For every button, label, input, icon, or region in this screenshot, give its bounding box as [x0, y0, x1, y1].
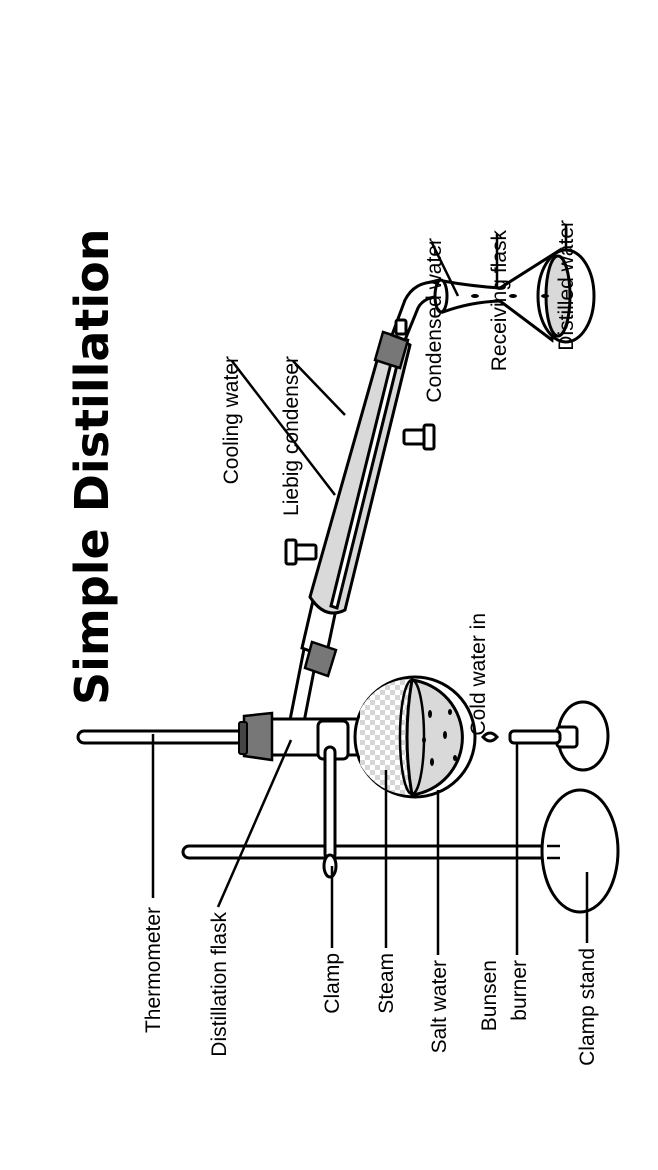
receiving-flask: [433, 247, 596, 344]
labels: Thermometer Distillation flask Clamp Ste…: [142, 220, 599, 1066]
label-clamp-stand: Clamp stand: [576, 948, 599, 1066]
label-receiving-flask: Receiving flask: [488, 230, 511, 372]
bubbles: [422, 709, 457, 766]
liebig-condenser-leader: [292, 360, 346, 416]
label-bunsen-line1: Bunsen: [478, 960, 501, 1031]
cooling-water-leader: [231, 360, 336, 496]
liebig-condenser: [284, 280, 448, 678]
flask-stopper: [242, 711, 274, 762]
salt-water-liquid: [405, 678, 464, 797]
droplets: [471, 294, 549, 298]
distillation-flask-leader: [216, 739, 293, 908]
water-inlet-nozzle: [284, 538, 318, 566]
label-steam: Steam: [375, 953, 398, 1014]
leader-lines: [151, 225, 589, 955]
page-title: Simple Distillation: [65, 228, 119, 705]
label-cold-water-in: Cold water in: [467, 613, 490, 736]
label-bunsen-line2: burner: [508, 960, 531, 1021]
steam-fill: [360, 678, 412, 796]
label-distilled-water: Distilled water: [555, 220, 578, 351]
water-outlet-nozzle: [402, 423, 436, 451]
clamp-stand: [181, 788, 620, 914]
bunsen-burner: [481, 700, 610, 772]
label-cooling-water: Cooling water: [220, 356, 243, 484]
label-condensed-water: Condensed water: [423, 238, 446, 403]
label-distillation-flask: Distillation flask: [208, 912, 231, 1057]
distillation-flask: [238, 641, 477, 799]
condensed-water-leader: [430, 242, 460, 297]
label-thermometer: Thermometer: [142, 907, 165, 1033]
flame-icon: [481, 731, 499, 743]
label-liebig-condenser: Liebig condenser: [280, 356, 303, 516]
label-salt-water: Salt water: [428, 960, 451, 1053]
label-clamp: Clamp: [321, 953, 344, 1014]
